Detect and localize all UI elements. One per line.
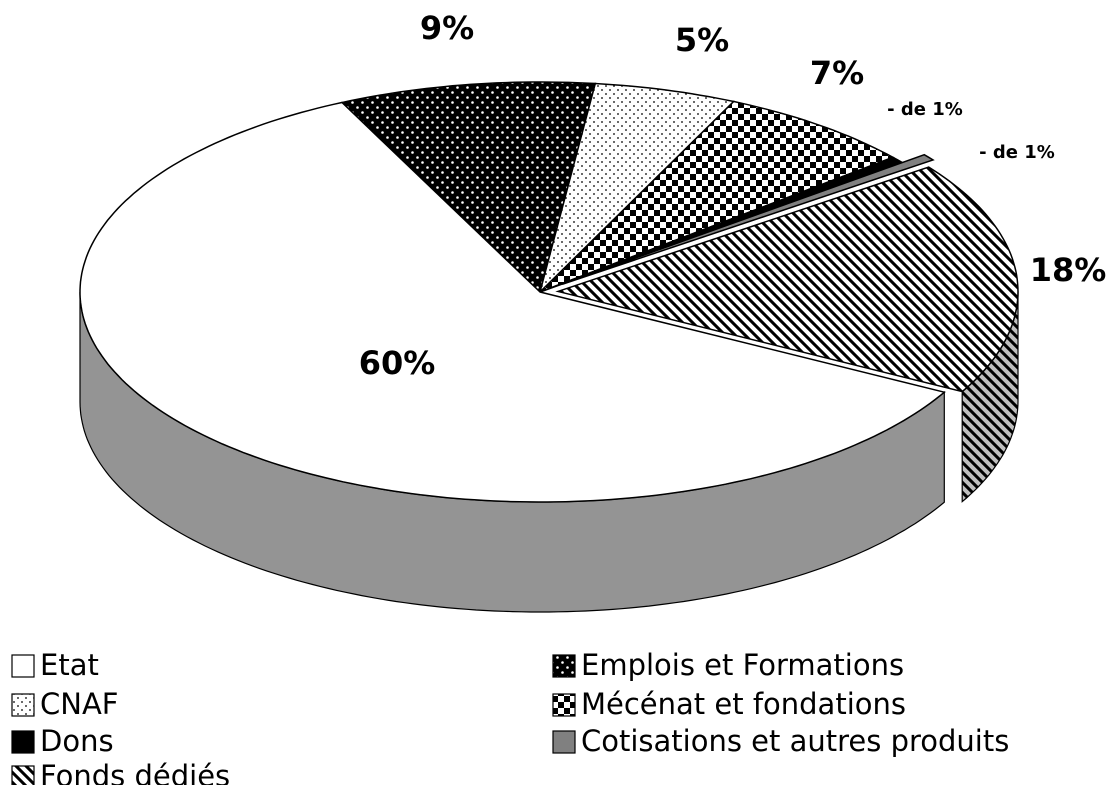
legend-label: Cotisations et autres produits (581, 724, 1009, 758)
legend-label: Fonds dédiés (40, 759, 230, 785)
data-label: 9% (420, 9, 474, 47)
slice (539, 100, 895, 293)
legend-swatch (11, 730, 35, 754)
legend-label: CNAF (40, 687, 118, 721)
legend-label: Dons (40, 724, 114, 758)
data-label: 7% (810, 54, 864, 92)
slice-side-shade (80, 292, 945, 612)
slice (562, 153, 935, 285)
legend: Emplois et Formations CNAF Mécénat et fond… (11, 648, 1009, 785)
slice (538, 82, 736, 295)
data-label: - de 1% (887, 99, 963, 120)
data-label: 5% (675, 21, 729, 59)
legend-swatch (552, 654, 576, 678)
pie-sides (79, 291, 1019, 613)
slice (555, 166, 1019, 393)
legend-swatch (11, 693, 35, 717)
legend-swatch (552, 693, 576, 717)
slice (79, 101, 946, 503)
legend-swatch (11, 765, 35, 785)
data-label: 60% (359, 344, 436, 382)
pie-tops (79, 81, 1019, 503)
legend-label: Etat (40, 648, 99, 682)
legend-label: Emplois et Formations (581, 648, 904, 682)
legend-swatch (552, 730, 576, 754)
legend-label: Mécénat et fondations (581, 687, 906, 721)
data-label: - de 1% (979, 142, 1055, 163)
data-labels: 9% 5% 7% - de 1% - de 1% 18% 60% (359, 9, 1107, 382)
data-label: 18% (1030, 251, 1107, 289)
legend-swatch (11, 654, 35, 678)
slice (340, 81, 597, 294)
